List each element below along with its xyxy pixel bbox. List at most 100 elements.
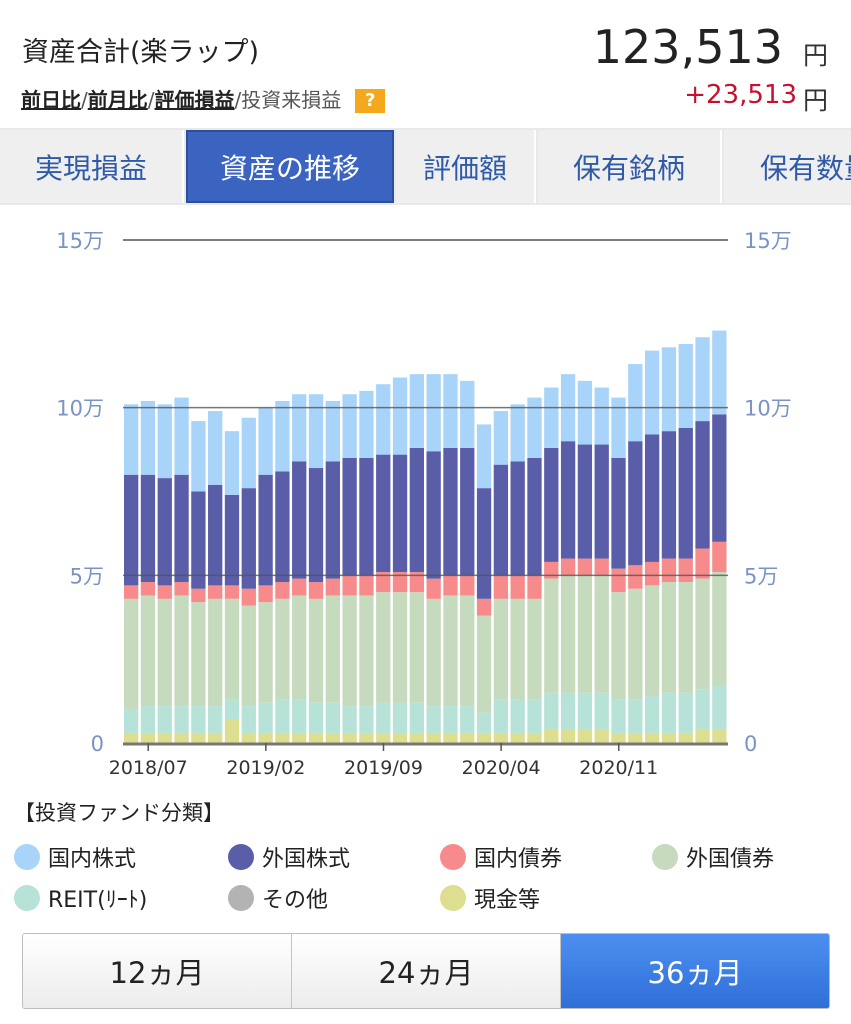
bar-segment [661,582,677,693]
bar-segment [527,575,542,599]
bar-segment [224,699,240,720]
y-tick-label-left: 0 [91,732,104,756]
tab-holding-quantity[interactable]: 保有数量 [724,130,851,203]
bar-segment [443,706,458,733]
period-24-months-button[interactable]: 24ヵ月 [292,934,561,1008]
bar-segment [661,347,677,432]
bar-segment [359,595,374,707]
bar-segment [460,595,475,707]
bar-segment [325,578,340,596]
tab-realized-gain[interactable]: 実現損益 [0,130,184,203]
bar-segment [712,571,727,686]
bar-segment [628,364,643,442]
bar-segment [241,605,256,707]
bar-segment [476,424,492,489]
bar-segment [644,696,660,733]
valuation-gain-link[interactable]: 評価損益 [154,88,235,112]
page-title: 資産合計(楽ラップ) [22,37,260,68]
bar-segment [392,592,408,703]
bar-segment [594,692,609,730]
bar-segment [678,732,693,743]
bar-segment [443,732,458,743]
bar-segment [409,702,424,733]
bar-segment [224,494,240,586]
bar-segment [678,582,693,693]
bar-segment [460,380,475,448]
bar-segment [695,578,710,690]
bar-segment [174,397,189,475]
bar-segment [124,404,139,475]
bar-segment [241,706,256,733]
bar-segment [510,699,525,733]
bar-segment [611,699,626,733]
bar-segment [577,380,593,445]
bar-segment [493,699,509,733]
bar-segment [611,732,626,743]
bar-segment [292,394,307,462]
bar-segment [308,582,324,599]
bar-segment [409,592,424,703]
bar-segment [174,474,189,583]
bar-segment [426,732,441,743]
bar-segment [359,390,374,458]
bar-segment [157,732,172,743]
bar-segment [678,692,693,733]
bar-segment [510,598,525,700]
bar-segment [426,598,441,707]
bar-segment [544,578,559,693]
bar-segment [510,461,525,576]
tab-valuation[interactable]: 評価額 [396,130,536,203]
bar-segment [157,478,172,586]
bar-segment [426,578,441,599]
bar-segment [342,595,357,707]
bar-segment [493,575,509,599]
bar-segment [409,374,424,448]
bar-segment [611,457,626,569]
bar-segment [258,702,273,733]
bar-segment [275,732,290,743]
bar-segment [712,685,727,730]
bar-segment [594,729,609,743]
bar-segment [594,387,609,445]
bar-segment [392,377,408,455]
bar-segment [342,706,357,733]
period-36-months-button[interactable]: 36ヵ月 [561,934,829,1008]
bar-segment [661,692,677,733]
bar-segment [661,732,677,743]
period-12-months-button[interactable]: 12ヵ月 [23,934,292,1008]
bar-segment [712,414,727,542]
bar-segment [644,732,660,743]
tab-asset-history[interactable]: 資産の推移 [186,130,394,203]
bar-segment [712,330,727,415]
bar-segment [157,598,172,707]
bar-segment [392,732,408,743]
y-tick-label-right: 5万 [744,564,778,588]
help-icon[interactable]: ? [355,89,386,113]
since-inception-gain-link[interactable]: /投資来損益 [234,88,342,112]
bar-segment [443,374,458,448]
bar-segment [258,407,273,475]
bar-segment [191,491,206,589]
tab-holdings[interactable]: 保有銘柄 [538,130,722,203]
bar-segment [493,732,509,743]
daily-change-link[interactable]: 前日比 [21,88,81,112]
legend-swatch [440,885,466,911]
legend-reit: REIT(ﾘｰﾄ) [14,882,147,914]
bar-segment [191,588,206,603]
bar-segment [224,585,240,599]
bar-segment [644,585,660,697]
bar-segment [258,585,273,603]
bar-segment [443,447,458,576]
bar-segment [527,699,542,733]
bar-segment [359,706,374,733]
x-tick-label: 2020/04 [462,757,541,779]
bar-segment [628,441,643,566]
bar-segment [628,588,643,700]
bar-segment [292,578,307,596]
monthly-change-link[interactable]: 前月比 [87,88,148,112]
bar-segment [376,384,391,455]
bar-segment [527,732,542,743]
bar-segment [124,709,139,733]
legend-swatch [228,844,254,870]
bar-segment [611,592,626,700]
